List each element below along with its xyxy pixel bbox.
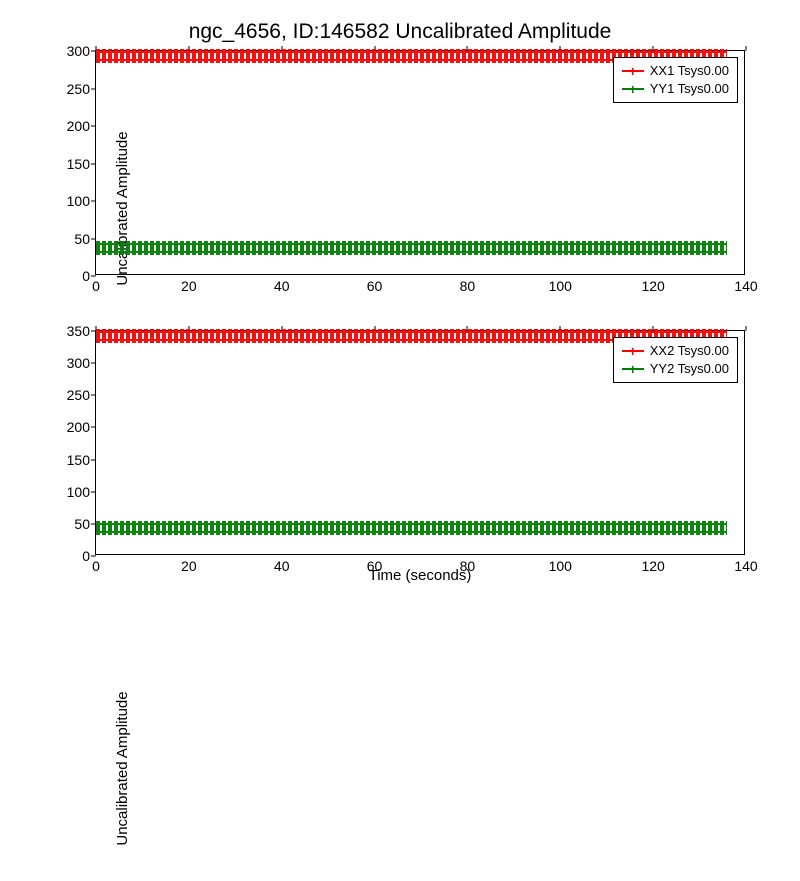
- xtick-label-top-140: 140: [734, 274, 757, 294]
- data-series-yy1-tsys0.00: [96, 241, 727, 255]
- xtick-label-top-100: 100: [549, 274, 572, 294]
- y-axis-label-top: Uncalibrated Amplitude: [114, 96, 131, 321]
- ytick-mark-bottom-150: [91, 459, 96, 460]
- legend-bottom: XX2 Tsys0.00YY2 Tsys0.00: [613, 337, 738, 383]
- xtick-label-top-60: 60: [367, 274, 383, 294]
- x-axis-label: Time (seconds): [95, 567, 745, 584]
- legend-top: XX1 Tsys0.00YY1 Tsys0.00: [613, 57, 738, 103]
- ytick-mark-top-100: [91, 201, 96, 202]
- legend-swatch-xx1-tsys0.00: [622, 70, 644, 72]
- xtick-label-top-40: 40: [274, 274, 290, 294]
- plot-bottom: Uncalibrated Amplitude 0 50 100 150 200 250 30…: [95, 330, 745, 555]
- legend-entry-yy1-tsys0.00: YY1 Tsys0.00: [622, 80, 729, 98]
- legend-swatch-xx2-tsys0.00: [622, 350, 644, 352]
- xtick-label-top-80: 80: [460, 274, 476, 294]
- y-axis-label-bottom: Uncalibrated Amplitude: [114, 656, 131, 881]
- legend-text-xx1-tsys0.00: XX1 Tsys0.00: [650, 62, 729, 80]
- ytick-mark-bottom-250: [91, 395, 96, 396]
- plot-top: Uncalibrated Amplitude 0 50 100 150 200 250 30…: [95, 50, 745, 275]
- legend-entry-yy2-tsys0.00: YY2 Tsys0.00: [622, 360, 729, 378]
- legend-text-yy2-tsys0.00: YY2 Tsys0.00: [650, 360, 729, 378]
- ytick-mark-bottom-300: [91, 363, 96, 364]
- legend-entry-xx1-tsys0.00: XX1 Tsys0.00: [622, 62, 729, 80]
- ytick-mark-top-250: [91, 88, 96, 89]
- chart-title: ngc_4656, ID:146582 Uncalibrated Amplitu…: [0, 20, 800, 44]
- ytick-mark-top-50: [91, 238, 96, 239]
- ytick-mark-bottom-200: [91, 427, 96, 428]
- xtick-label-top-120: 120: [641, 274, 664, 294]
- xtick-label-top-0: 0: [92, 274, 100, 294]
- xtick-mark-bottom-140: [746, 326, 747, 331]
- legend-text-yy1-tsys0.00: YY1 Tsys0.00: [650, 80, 729, 98]
- legend-swatch-yy1-tsys0.00: [622, 88, 644, 90]
- xtick-label-top-20: 20: [181, 274, 197, 294]
- ytick-mark-top-200: [91, 126, 96, 127]
- xtick-mark-top-140: [746, 46, 747, 51]
- ytick-mark-bottom-100: [91, 491, 96, 492]
- chart-container: ngc_4656, ID:146582 Uncalibrated Amplitu…: [0, 0, 800, 600]
- legend-swatch-yy2-tsys0.00: [622, 368, 644, 370]
- legend-text-xx2-tsys0.00: XX2 Tsys0.00: [650, 342, 729, 360]
- ytick-mark-top-150: [91, 163, 96, 164]
- data-series-yy2-tsys0.00: [96, 521, 727, 535]
- legend-entry-xx2-tsys0.00: XX2 Tsys0.00: [622, 342, 729, 360]
